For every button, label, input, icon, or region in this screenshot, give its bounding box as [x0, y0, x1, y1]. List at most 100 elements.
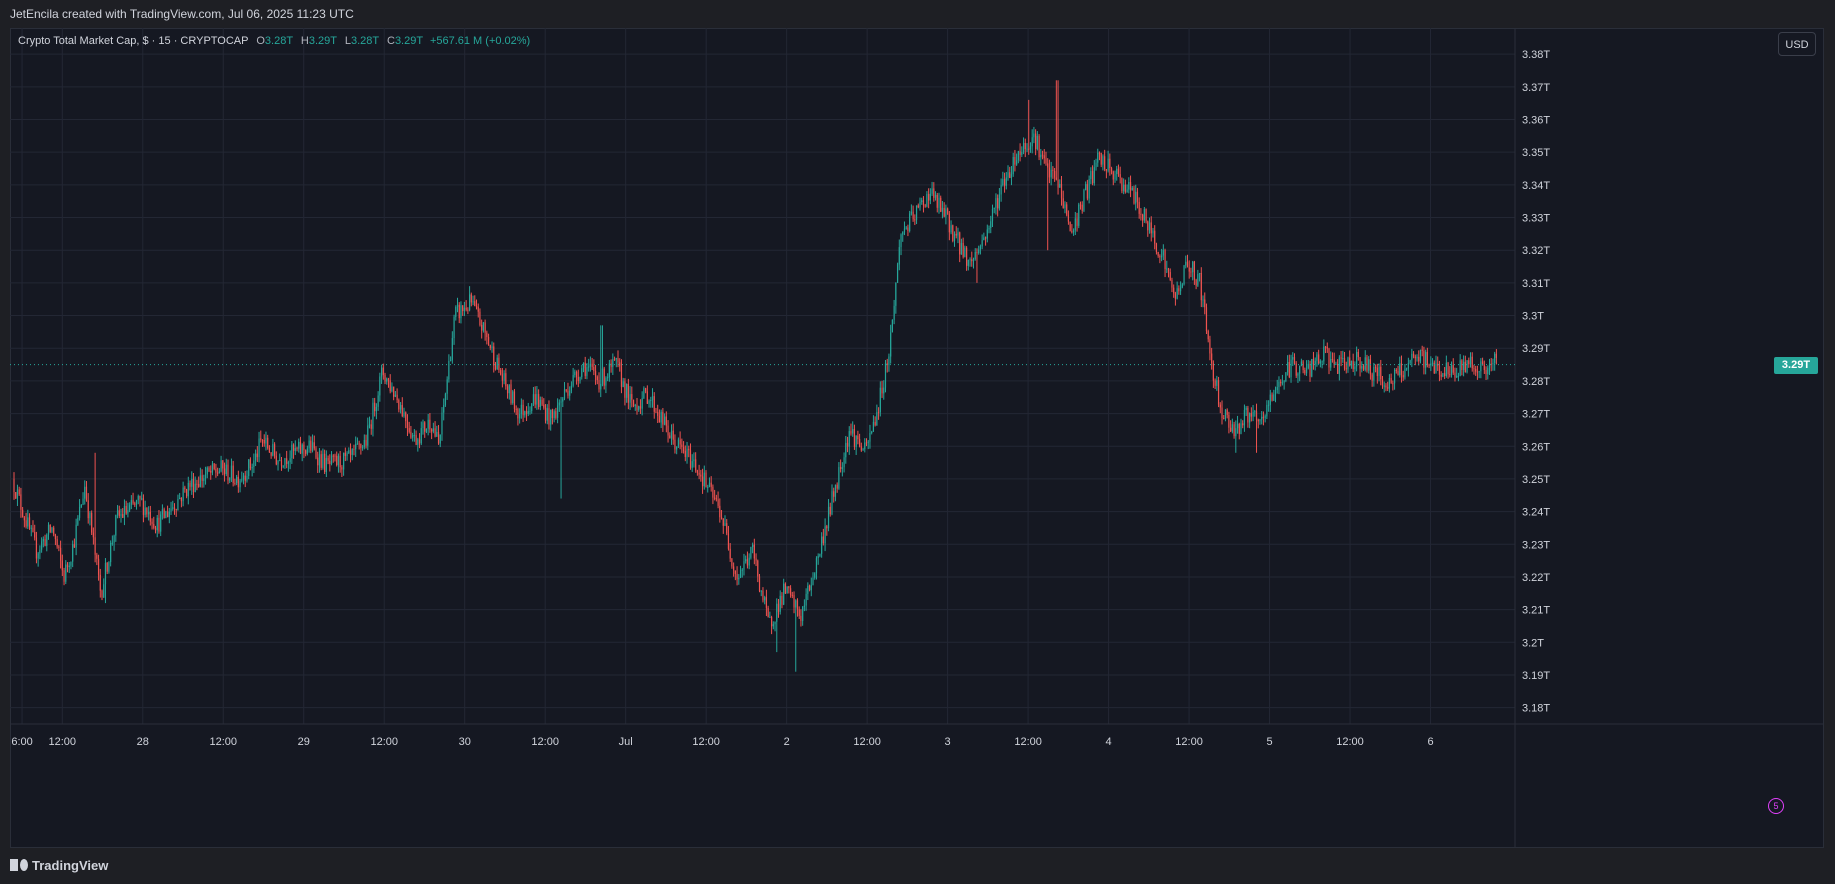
candle-body	[1048, 167, 1051, 178]
candle-body	[948, 213, 950, 233]
candle-body	[874, 421, 876, 426]
candle-body	[1340, 357, 1342, 359]
candle-body	[902, 232, 904, 235]
candle-body	[1397, 370, 1399, 376]
candle-body	[550, 409, 552, 425]
candle-body	[988, 227, 990, 230]
candle-body	[1437, 363, 1439, 366]
candle-body	[1402, 375, 1404, 378]
candle-body	[615, 357, 617, 360]
candle-body	[636, 405, 638, 410]
candle-body	[1129, 182, 1132, 191]
candle-body	[1425, 352, 1427, 368]
candle-body	[1021, 152, 1023, 155]
candle-body	[149, 511, 151, 522]
candle-body	[482, 322, 484, 331]
candle-body	[738, 577, 740, 580]
candle-body	[410, 431, 412, 438]
candle-body	[838, 467, 840, 489]
candle-body	[960, 243, 963, 255]
candle-body	[1143, 209, 1145, 221]
candle-body	[1093, 167, 1095, 184]
candle-body	[582, 362, 585, 369]
candle-body	[78, 507, 81, 518]
candle-body	[919, 201, 921, 208]
candle-body	[605, 377, 607, 386]
candle-body	[420, 428, 422, 444]
candle-body	[1243, 409, 1246, 426]
x-tick-label: 12:00	[1014, 736, 1042, 748]
candle-body	[341, 467, 343, 470]
candle-body	[1242, 423, 1244, 426]
candle-body	[560, 401, 562, 403]
candle-body	[1123, 184, 1125, 192]
candle-body	[1085, 184, 1087, 191]
candle-body	[1043, 155, 1045, 159]
candle-body	[917, 205, 919, 208]
candle-body	[1494, 353, 1496, 364]
candle-body	[1373, 366, 1375, 381]
candle-body	[134, 503, 136, 505]
candle-body	[20, 494, 22, 510]
candle-body	[462, 305, 464, 312]
candle-body	[836, 484, 838, 489]
candle-body	[1133, 187, 1135, 204]
tradingview-logo[interactable]: TradingView	[10, 858, 108, 873]
candle-body	[983, 237, 985, 241]
candle-body	[379, 376, 381, 396]
candle-body	[94, 537, 96, 555]
candle-body	[1112, 171, 1114, 180]
candle-body	[153, 523, 155, 528]
candle-body	[1040, 154, 1042, 158]
candle-body	[73, 544, 76, 548]
candle-body	[864, 442, 866, 450]
candle-body	[1364, 357, 1366, 370]
candle-body	[848, 431, 850, 447]
candle-body	[1110, 168, 1113, 172]
candle-body	[1019, 151, 1021, 155]
candle-body	[1454, 372, 1456, 378]
symbol-title[interactable]: Crypto Total Market Cap, $ · 15 · CRYPTO…	[18, 35, 249, 47]
candle-body	[965, 247, 968, 266]
candle-body	[805, 593, 807, 606]
candle-body	[669, 435, 671, 439]
candle-body	[1050, 169, 1052, 178]
candle-body	[924, 205, 926, 207]
ohlc-legend[interactable]: Crypto Total Market Cap, $ · 15 · CRYPTO…	[18, 35, 530, 47]
candle-body	[943, 207, 945, 217]
events-badge[interactable]: 5	[1768, 798, 1784, 814]
x-tick-label: 29	[298, 736, 310, 748]
candle-body	[116, 510, 119, 515]
candle-body	[1183, 265, 1185, 285]
candle-body	[909, 213, 911, 232]
candle-body	[624, 381, 626, 398]
candle-body	[1488, 363, 1491, 368]
candle-body	[1330, 358, 1332, 368]
candle-body	[674, 439, 676, 450]
currency-button[interactable]: USD	[1778, 32, 1816, 56]
candle-body	[384, 374, 386, 382]
candle-body	[1219, 404, 1221, 408]
candle-body	[317, 457, 319, 466]
open-label: O	[256, 35, 265, 47]
candle-body	[225, 464, 227, 475]
y-tick-label: 3.35T	[1522, 147, 1550, 159]
candle-body	[1381, 379, 1384, 386]
candle-body	[436, 431, 438, 437]
price-chart[interactable]: 3.18T 3.19T 3.2T 3.21T 3.22T 3.23T 3.24T 3.25T 3…	[10, 28, 1824, 848]
candle-body	[979, 246, 982, 250]
candle-body	[986, 229, 988, 239]
candle-body	[895, 282, 897, 306]
y-tick-label: 3.24T	[1522, 507, 1550, 519]
candle-body	[1224, 409, 1227, 419]
candle-body	[268, 447, 271, 453]
candle-body	[646, 391, 648, 404]
candle-body	[284, 458, 286, 466]
candle-body	[1392, 383, 1394, 385]
candle-body	[349, 450, 352, 455]
candle-body	[938, 197, 940, 208]
candle-body	[1045, 158, 1047, 164]
candle-body	[104, 563, 107, 585]
candle-body	[786, 586, 788, 594]
candle-body	[527, 410, 529, 414]
